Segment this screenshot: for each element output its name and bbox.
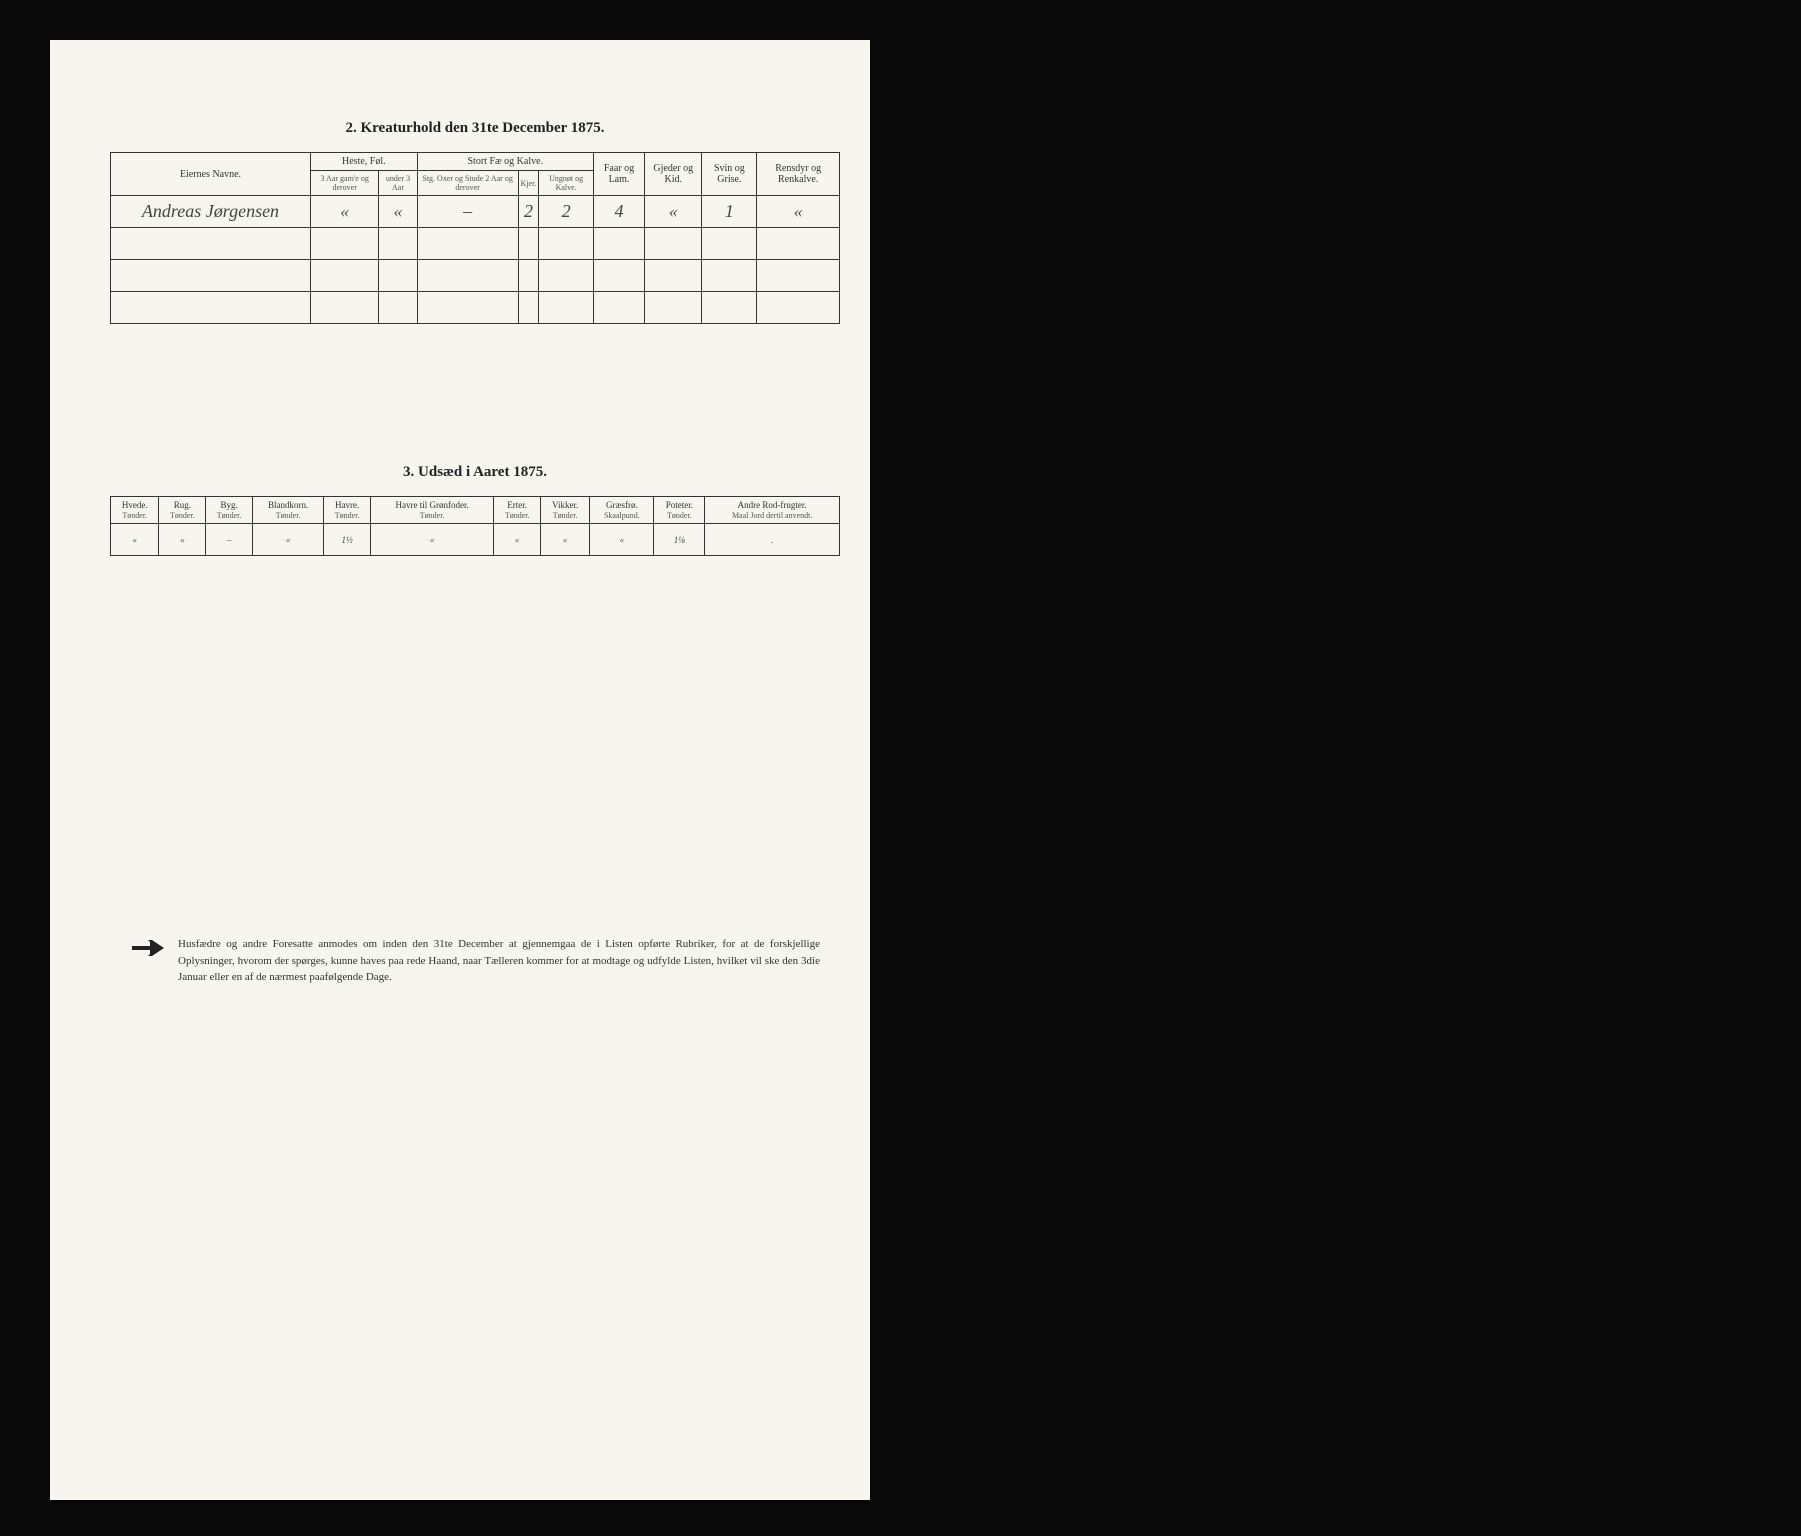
cell-goats: « (645, 196, 702, 228)
cell-wheat: « (111, 524, 159, 556)
col-wheat: Hvede.Tønder. (111, 497, 159, 524)
col-cattle: Stort Fæ og Kalve. (417, 153, 593, 171)
col-cattle-sub2: Kjer. (518, 171, 539, 196)
col-roots: Andre Rod-frugter.Maal Jord dertil anven… (705, 497, 840, 524)
cell-oats: 1½ (324, 524, 371, 556)
cell-vetches: « (541, 524, 590, 556)
cell-oats-green: « (371, 524, 494, 556)
cell-h2: « (379, 196, 417, 228)
cell-pigs: 1 (702, 196, 757, 228)
col-mixed: Blandkorn.Tønder. (252, 497, 323, 524)
pointing-hand-icon (130, 938, 166, 958)
cell-reindeer: « (757, 196, 840, 228)
cell-h1: « (311, 196, 379, 228)
col-goats: Gjeder og Kid. (645, 153, 702, 196)
col-vetches: Vikker.Tønder. (541, 497, 590, 524)
col-cattle-sub3: Ungnøt og Kalve. (539, 171, 594, 196)
col-horses-sub1: 3 Aar gam'e og derover (311, 171, 379, 196)
section2-title: 2. Kreaturhold den 31te December 1875. (110, 120, 840, 137)
cell-rye: « (159, 524, 206, 556)
document-page: 2. Kreaturhold den 31te December 1875. E… (50, 40, 870, 1500)
cell-c3: 2 (539, 196, 594, 228)
col-reindeer: Rensdyr og Renkalve. (757, 153, 840, 196)
livestock-table: Eiernes Navne. Heste, Føl. Stort Fæ og K… (110, 152, 840, 324)
table-row: « « – « 1½ « « « « 1⅛ . (111, 524, 840, 556)
col-pigs: Svin og Grise. (702, 153, 757, 196)
table-row (111, 260, 840, 292)
col-barley: Byg.Tønder. (206, 497, 253, 524)
cell-peas: « (494, 524, 541, 556)
footer-note: Husfædre og andre Foresatte anmodes om i… (110, 936, 840, 986)
table-row: Andreas Jørgensen « « – 2 2 4 « 1 « (111, 196, 840, 228)
cell-grass: « (590, 524, 654, 556)
col-oats: Havre.Tønder. (324, 497, 371, 524)
col-horses: Heste, Føl. (311, 153, 418, 171)
cell-potatoes: 1⅛ (654, 524, 705, 556)
table-row (111, 228, 840, 260)
footer-text: Husfædre og andre Foresatte anmodes om i… (178, 936, 820, 986)
cell-c2: 2 (518, 196, 539, 228)
cell-mixed: « (252, 524, 323, 556)
col-horses-sub2: under 3 Aar (379, 171, 417, 196)
col-rye: Rug.Tønder. (159, 497, 206, 524)
col-peas: Erter.Tønder. (494, 497, 541, 524)
col-cattle-sub1: Stg. Oxer og Stude 2 Aar og derover (417, 171, 518, 196)
table-row (111, 292, 840, 324)
cell-c1: – (417, 196, 518, 228)
cell-owner: Andreas Jørgensen (111, 196, 311, 228)
col-owner: Eiernes Navne. (111, 153, 311, 196)
col-grass: Græsfrø.Skaalpund. (590, 497, 654, 524)
cell-roots: . (705, 524, 840, 556)
col-sheep: Faar og Lam. (593, 153, 644, 196)
cell-sheep: 4 (593, 196, 644, 228)
section3-title: 3. Udsæd i Aaret 1875. (110, 464, 840, 481)
cell-barley: – (206, 524, 253, 556)
col-oats-green: Havre til Grønfoder.Tønder. (371, 497, 494, 524)
sowing-table: Hvede.Tønder. Rug.Tønder. Byg.Tønder. Bl… (110, 496, 840, 556)
col-potatoes: Poteter.Tønder. (654, 497, 705, 524)
